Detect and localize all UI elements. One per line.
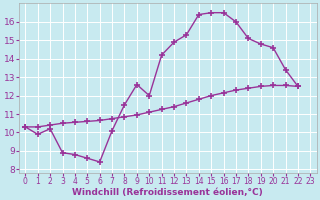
X-axis label: Windchill (Refroidissement éolien,°C): Windchill (Refroidissement éolien,°C) [72,188,263,197]
